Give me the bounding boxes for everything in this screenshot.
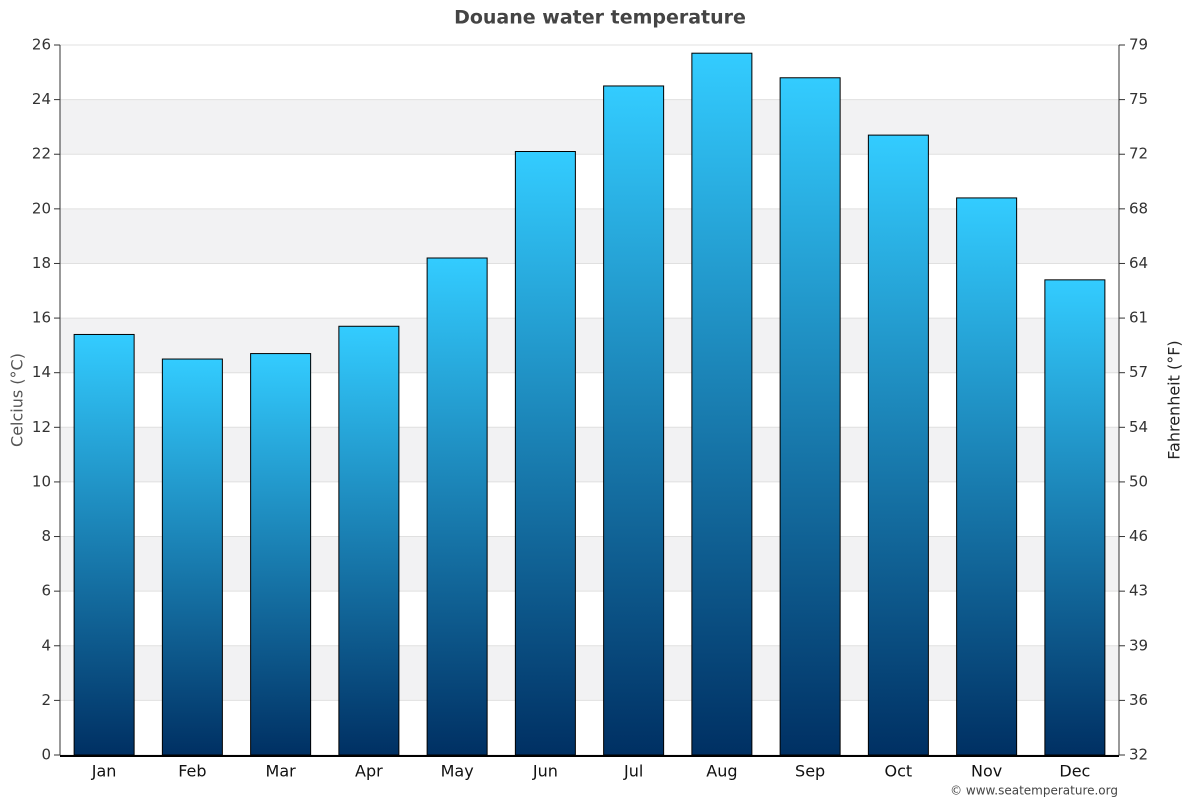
y-tick-label: 4 — [41, 636, 51, 654]
y2-axis-label: Fahrenheit (°F) — [1165, 340, 1184, 459]
y2-tick-label: 43 — [1129, 582, 1148, 600]
y-tick-label: 18 — [32, 254, 51, 272]
x-tick-label: Jul — [623, 762, 643, 781]
y2-tick-label: 79 — [1129, 36, 1148, 54]
y-tick-label: 24 — [32, 90, 51, 108]
x-tick-label: Oct — [885, 762, 913, 781]
y2-tick-label: 46 — [1129, 527, 1148, 545]
grid-band — [60, 645, 1119, 701]
y2-tick-label: 54 — [1129, 418, 1148, 436]
y2-tick-label: 50 — [1129, 472, 1148, 490]
x-tick-label: Jan — [91, 762, 117, 781]
x-tick-label: Apr — [355, 762, 383, 781]
x-tick-label: Dec — [1059, 762, 1090, 781]
bar — [779, 77, 841, 756]
bar — [250, 353, 312, 756]
bar — [603, 85, 665, 756]
bar — [514, 151, 576, 756]
x-tick-label: Jun — [532, 762, 558, 781]
bar — [956, 197, 1018, 756]
bar — [73, 333, 135, 756]
bar — [867, 134, 929, 756]
bar — [426, 257, 488, 756]
y2-tick-label: 64 — [1129, 254, 1148, 272]
y2-tick-label: 68 — [1129, 199, 1148, 217]
x-tick-label: May — [441, 762, 474, 781]
y-tick-label: 26 — [32, 36, 51, 54]
bar — [1044, 279, 1106, 756]
x-tick-label: Nov — [971, 762, 1002, 781]
grid-band — [60, 427, 1119, 482]
y2-tick-label: 57 — [1129, 363, 1148, 381]
y2-tick-label: 72 — [1129, 145, 1148, 163]
bar — [338, 325, 400, 756]
y-tick-label: 12 — [32, 418, 51, 436]
y-tick-label: 8 — [41, 527, 51, 545]
y-tick-label: 2 — [41, 691, 51, 709]
grid-band — [60, 208, 1119, 264]
y2-tick-label: 39 — [1129, 636, 1148, 654]
y-tick-label: 14 — [32, 363, 51, 381]
y-tick-label: 22 — [32, 145, 51, 163]
grid-band — [60, 318, 1119, 373]
x-tick-label: Feb — [178, 762, 206, 781]
y2-tick-label: 75 — [1129, 90, 1148, 108]
y-axis-label: Celcius (°C) — [8, 353, 27, 447]
y2-tick-label: 36 — [1129, 691, 1148, 709]
bar — [691, 52, 753, 756]
y-tick-label: 6 — [41, 582, 51, 600]
chart-title: Douane water temperature — [454, 7, 746, 29]
grid-band — [60, 536, 1119, 592]
credit: © www.seatemperature.org — [950, 784, 1118, 798]
bar — [161, 358, 223, 756]
x-tick-label: Sep — [795, 762, 825, 781]
x-tick-label: Mar — [266, 762, 297, 781]
grid-band — [60, 99, 1119, 155]
x-tick-label: Aug — [706, 762, 737, 781]
y-tick-label: 20 — [32, 199, 51, 217]
y2-tick-label: 61 — [1129, 309, 1148, 327]
y2-tick-label: 32 — [1129, 746, 1148, 764]
y-tick-label: 10 — [32, 472, 51, 490]
y-tick-label: 16 — [32, 309, 51, 327]
y-tick-label: 0 — [41, 746, 51, 764]
